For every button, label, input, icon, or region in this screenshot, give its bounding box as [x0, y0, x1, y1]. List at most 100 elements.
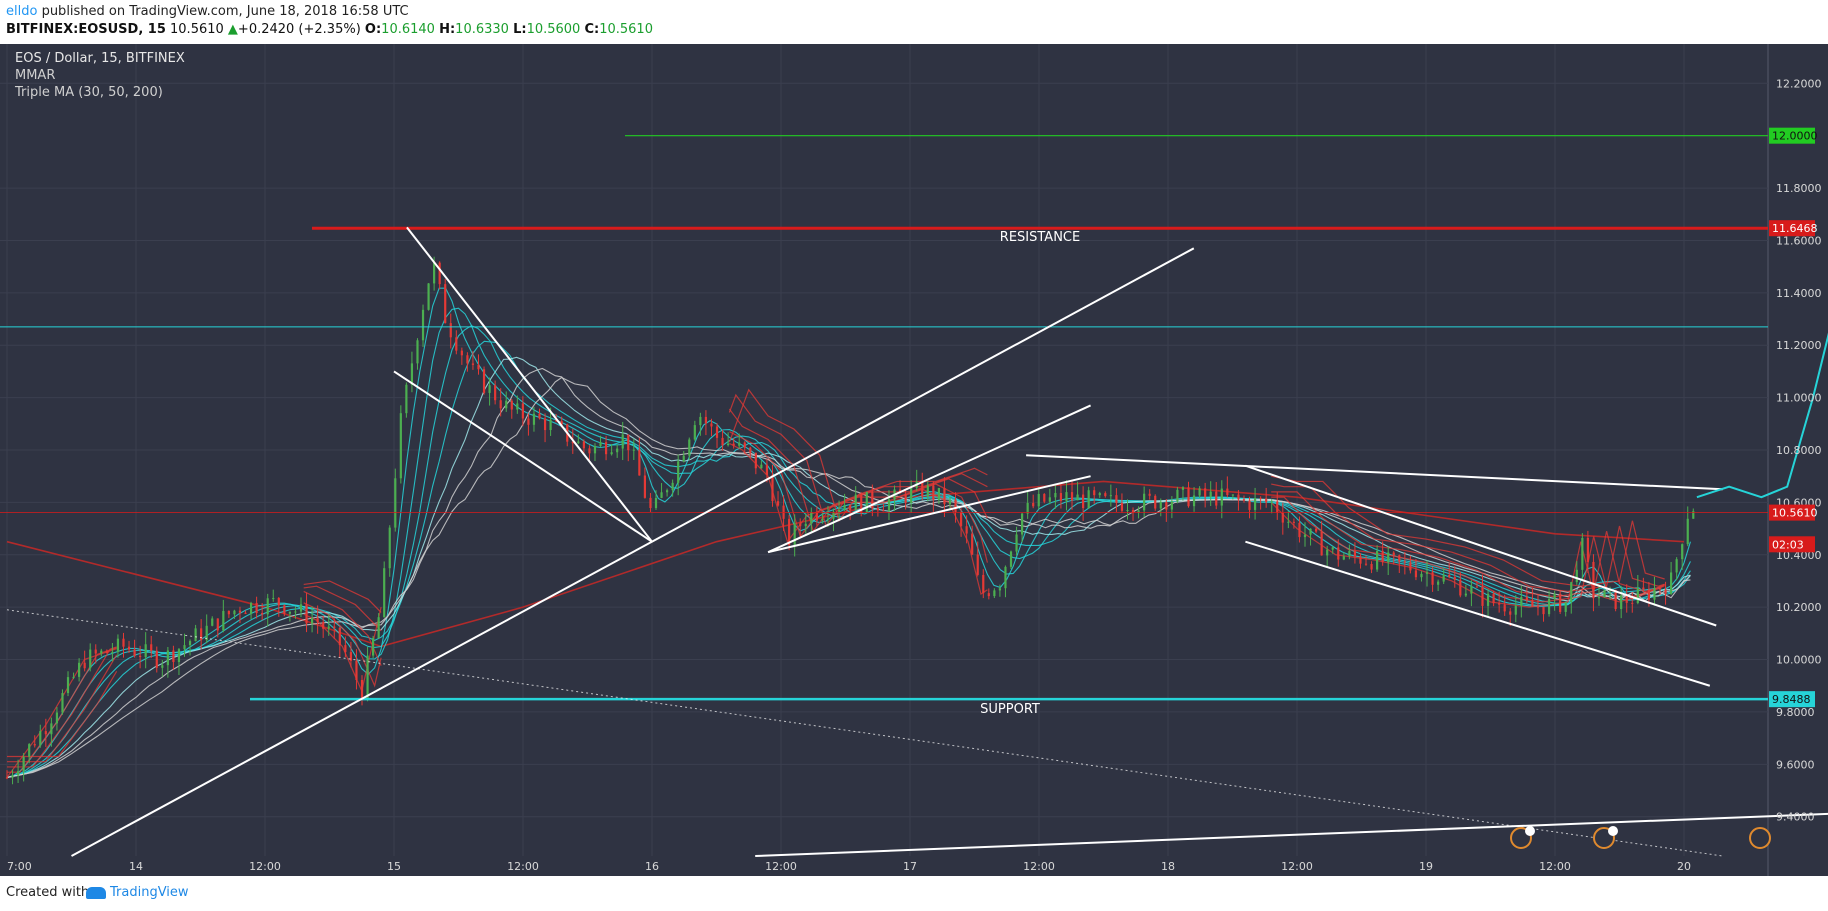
candle-body: [1414, 570, 1418, 578]
candle-body: [954, 499, 957, 513]
candle-body: [1376, 550, 1379, 570]
candle-body: [1542, 606, 1545, 615]
author-link[interactable]: elldo: [6, 4, 38, 19]
candle-body: [1481, 586, 1484, 606]
candle-body: [1509, 611, 1512, 615]
price-label-box: [1769, 127, 1815, 144]
price-tick-label: 10.0000: [1776, 654, 1822, 667]
time-tick-label: 12:00: [1539, 860, 1571, 873]
publish-header: elldo published on TradingView.com, June…: [0, 0, 1828, 44]
candle-body: [482, 369, 486, 393]
candle-body: [150, 644, 153, 651]
candle-body: [1636, 587, 1639, 604]
price-tick-label: 10.2000: [1776, 601, 1822, 614]
candle-body: [211, 618, 214, 626]
price-tick-label: 12.2000: [1776, 77, 1822, 90]
candle-body: [555, 419, 558, 422]
candle-body: [1320, 531, 1323, 556]
candle-body: [1226, 488, 1229, 496]
candle-body: [1559, 594, 1562, 612]
candle-body: [200, 628, 203, 641]
candle-body: [976, 554, 979, 575]
candle-body: [965, 526, 968, 534]
tradingview-logo[interactable]: TradingView: [86, 885, 189, 900]
candle-body: [715, 426, 719, 438]
candle-body: [1070, 492, 1074, 501]
candle-body: [1309, 528, 1312, 535]
time-axis-background: [0, 856, 1828, 876]
candle-body: [665, 490, 669, 493]
candle-body: [1359, 556, 1362, 564]
candle-body: [1303, 534, 1307, 538]
candle-body: [1292, 521, 1296, 523]
candle-body: [677, 461, 680, 483]
candle-body: [194, 628, 197, 642]
candle-body: [261, 612, 264, 615]
candle-body: [788, 518, 791, 546]
candle-body: [50, 723, 53, 735]
candle-body: [926, 485, 929, 497]
candle-body: [394, 478, 397, 528]
candle-body: [682, 455, 685, 462]
candle-body: [732, 443, 735, 446]
candle-body: [421, 309, 425, 341]
price-chart[interactable]: 12.2000 11.8000 11.6000 11.4000 11.2000 11.00…: [0, 44, 1828, 876]
candle-body: [1647, 589, 1651, 600]
candle-body: [1348, 551, 1351, 557]
change-arrow-icon: ▲: [227, 22, 238, 37]
created-with-label: Created with: [6, 885, 90, 900]
candle-body: [327, 626, 330, 629]
candles: [5, 256, 1695, 785]
candle-body: [921, 481, 924, 497]
candle-body: [1681, 544, 1684, 560]
candle-body: [771, 475, 774, 502]
candle-body: [1437, 581, 1440, 585]
candle-body: [1664, 589, 1667, 595]
candle-body: [588, 448, 591, 454]
candle-body: [1431, 572, 1434, 585]
candle-body: [1181, 487, 1185, 490]
candle-body: [1453, 577, 1456, 580]
candle-body: [1220, 488, 1223, 506]
candle-body: [416, 340, 419, 364]
candle-body: [33, 744, 36, 746]
candle-body: [1470, 586, 1473, 594]
candle-body: [133, 649, 136, 656]
price-label-box: [1769, 536, 1815, 553]
candle-body: [460, 350, 463, 356]
price-tick-label: 11.6000: [1776, 234, 1822, 247]
candle-body: [1409, 562, 1412, 571]
candle-body: [560, 421, 563, 425]
candle-body: [959, 512, 963, 527]
candle-body: [860, 494, 863, 513]
tradingview-brand: TradingView: [110, 885, 189, 900]
candle-body: [832, 511, 835, 519]
low-label: L:: [513, 22, 527, 37]
price-label-text: 11.6468: [1772, 222, 1818, 235]
candle-body: [255, 602, 258, 613]
price-tick-label: 9.6000: [1776, 758, 1815, 771]
candle-body: [155, 650, 158, 668]
candle-body: [249, 602, 253, 614]
candle-body: [344, 645, 347, 653]
candle-body: [1120, 502, 1124, 511]
candle-body: [1420, 573, 1423, 578]
event-flag-icon[interactable]: [1749, 827, 1771, 849]
candle-body: [233, 610, 236, 615]
price-label-text: 10.5610: [1772, 507, 1818, 520]
candle-body: [349, 652, 353, 661]
ribbon-line-down: [1271, 475, 1665, 587]
candle-body: [1370, 563, 1373, 570]
candle-body: [910, 487, 913, 503]
trendline: [1245, 540, 1711, 687]
candle-body: [621, 434, 624, 449]
candle-body: [488, 385, 491, 393]
candle-body: [616, 448, 619, 453]
candle-body: [183, 645, 186, 650]
candle-body: [1337, 547, 1340, 560]
candle-body: [843, 504, 846, 511]
event-markers[interactable]: [1510, 826, 1771, 849]
candle-body: [100, 650, 103, 654]
candle-body: [1082, 494, 1085, 509]
candle-body: [1098, 493, 1101, 496]
